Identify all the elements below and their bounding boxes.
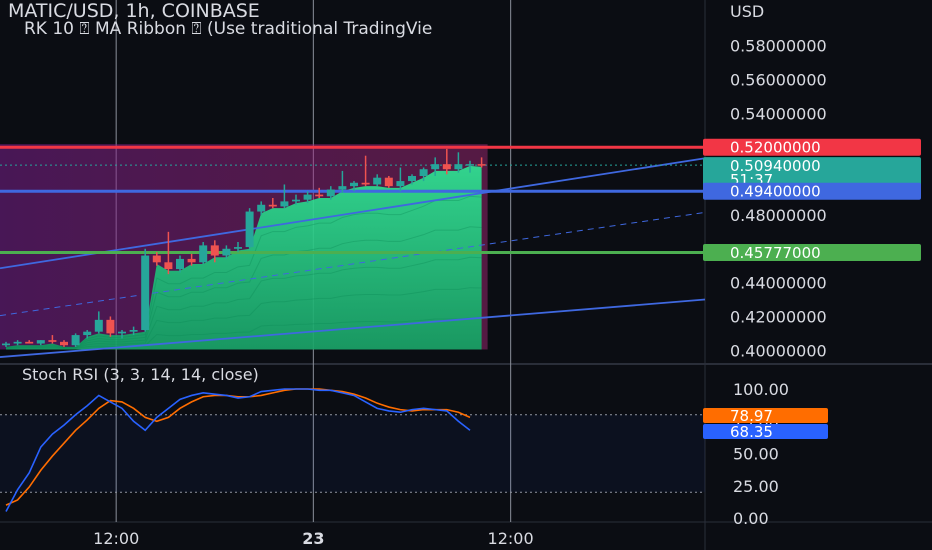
stoch-rsi-pane[interactable] xyxy=(0,388,705,512)
stoch-line-K xyxy=(5,388,471,512)
candle-body xyxy=(83,331,92,336)
candle-body xyxy=(2,343,10,346)
price-tick-label: 0.56000000 xyxy=(730,71,827,90)
candle-body xyxy=(141,255,150,330)
channel-lower xyxy=(0,298,706,358)
candle-body xyxy=(13,341,22,344)
candle-body xyxy=(245,211,254,248)
candle-body xyxy=(373,177,382,185)
indicator-title[interactable]: RK 10 ⍰ MA Ribbon ⍰ (Use traditional Tra… xyxy=(24,19,432,39)
stoch-band-fill xyxy=(0,414,705,493)
candle-body xyxy=(36,340,45,344)
candle-body xyxy=(222,248,231,256)
candle-body xyxy=(268,204,277,207)
support-price-badge xyxy=(703,244,921,262)
candle-body xyxy=(466,164,474,166)
time-tick-label: 12:00 xyxy=(93,529,139,548)
price-axis[interactable]: 0.58000000 0.56000000 0.54000000 0.48000000… xyxy=(703,37,921,528)
stoch-D-badge xyxy=(703,408,828,423)
stoch-rsi-title[interactable]: Stoch RSI (3, 3, 14, 14, close) xyxy=(22,365,259,384)
ribbon-band xyxy=(5,195,482,348)
symbol-title[interactable]: MATIC/USD, 1h, COINBASE xyxy=(8,0,260,22)
price-tick-label: 0.42000000 xyxy=(730,307,827,326)
candle-body xyxy=(176,258,184,270)
ribbon-band xyxy=(5,317,482,349)
channel-upper xyxy=(0,157,706,270)
ribbon-band xyxy=(5,256,482,349)
candle-body xyxy=(106,319,115,334)
price-tick-label: 0.48000000 xyxy=(730,206,827,225)
candle-body xyxy=(60,341,68,346)
ma-ribbon-cloud xyxy=(0,144,488,350)
candle-body xyxy=(280,201,289,207)
time-tick-label: 23 xyxy=(302,529,324,548)
channel-middle xyxy=(0,211,706,317)
candle-body xyxy=(187,258,196,263)
stoch-tick-label: 0.00 xyxy=(733,509,769,528)
time-tick-label: 12:00 xyxy=(488,529,534,548)
candle-body xyxy=(315,194,324,197)
candle-body xyxy=(361,182,370,185)
candle-body xyxy=(419,169,428,176)
channel-mid-price-label: 0.49400000 xyxy=(730,183,821,201)
price-level-lines xyxy=(0,145,705,255)
candle-body xyxy=(25,341,34,344)
candle-body xyxy=(257,204,266,212)
candle-body xyxy=(152,255,161,263)
price-tick-label: 0.44000000 xyxy=(730,274,827,293)
ribbon-band xyxy=(5,287,482,349)
candle-body xyxy=(408,176,416,182)
price-tick-label: 0.40000000 xyxy=(730,341,827,360)
candle-body xyxy=(442,164,451,170)
stoch-tick-label: 25.00 xyxy=(733,477,779,496)
resistance-price-label: 0.52000000 xyxy=(730,139,821,157)
candle-body xyxy=(129,330,138,332)
time-axis[interactable]: 12:00 23 12:00 xyxy=(93,529,534,548)
candle-body xyxy=(164,262,173,270)
candle-body xyxy=(210,245,219,256)
stoch-K-value: 68.35 xyxy=(730,423,773,441)
candle-body xyxy=(350,182,358,187)
stoch-tick-label: 100.00 xyxy=(733,380,789,399)
candle-body xyxy=(71,335,80,346)
stoch-line-D xyxy=(5,388,471,506)
price-tick-label: 0.54000000 xyxy=(730,104,827,123)
candle-body xyxy=(454,164,463,170)
support-price-label: 0.45777000 xyxy=(730,244,821,262)
current-price-badge xyxy=(703,157,921,188)
candle-body xyxy=(199,245,208,263)
channel-mid-price-badge xyxy=(703,182,921,200)
candle-body xyxy=(292,199,300,202)
candle-body xyxy=(338,186,347,190)
ribbon-band xyxy=(5,226,482,348)
candle-body xyxy=(48,340,57,342)
candle-body xyxy=(94,319,103,332)
candle-body xyxy=(303,194,312,200)
resistance-price-badge xyxy=(703,138,921,156)
candle-body xyxy=(234,247,242,249)
candle-body xyxy=(396,181,405,187)
currency-label: USD xyxy=(730,2,764,21)
current-price-label: 0.50940000 xyxy=(730,157,821,175)
stoch-tick-label: 50.00 xyxy=(733,445,779,464)
candle-body xyxy=(477,164,486,166)
candles[interactable] xyxy=(2,148,486,347)
candle-body xyxy=(384,177,393,187)
regression-channel xyxy=(0,157,706,358)
price-tick-label: 0.58000000 xyxy=(730,37,827,56)
stoch-K-badge xyxy=(703,424,828,439)
candle-body xyxy=(431,164,440,170)
candle-body xyxy=(326,189,335,197)
stoch-D-value: 78.97 xyxy=(730,407,773,425)
candle-body xyxy=(118,331,126,334)
